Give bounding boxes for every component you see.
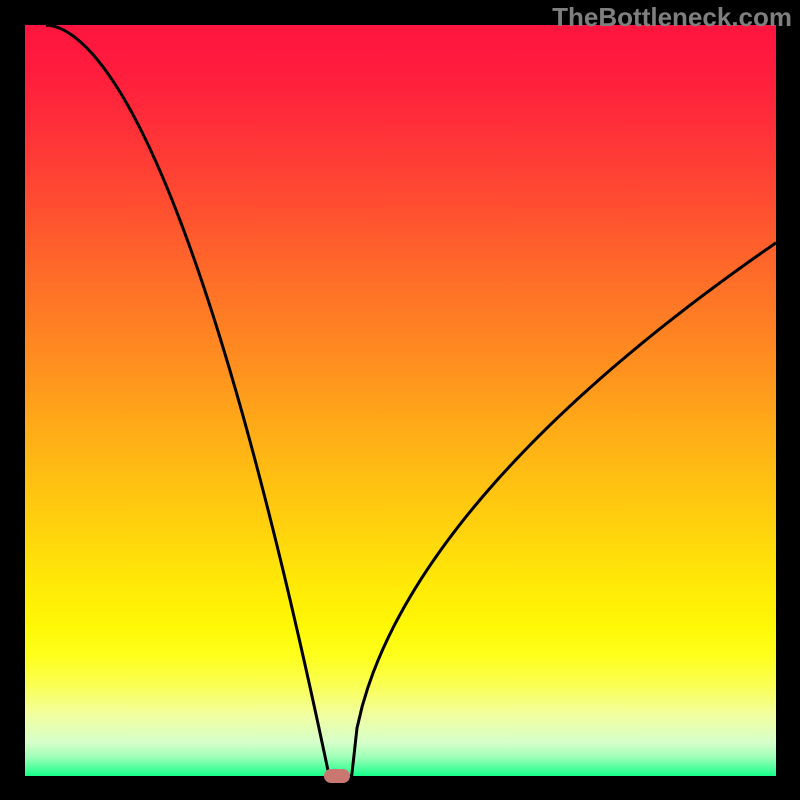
watermark-text: TheBottleneck.com bbox=[552, 2, 792, 33]
plot-area bbox=[25, 25, 776, 776]
optimum-marker bbox=[324, 769, 350, 783]
chart-container: TheBottleneck.com bbox=[0, 0, 800, 800]
bottleneck-curve bbox=[25, 25, 776, 776]
